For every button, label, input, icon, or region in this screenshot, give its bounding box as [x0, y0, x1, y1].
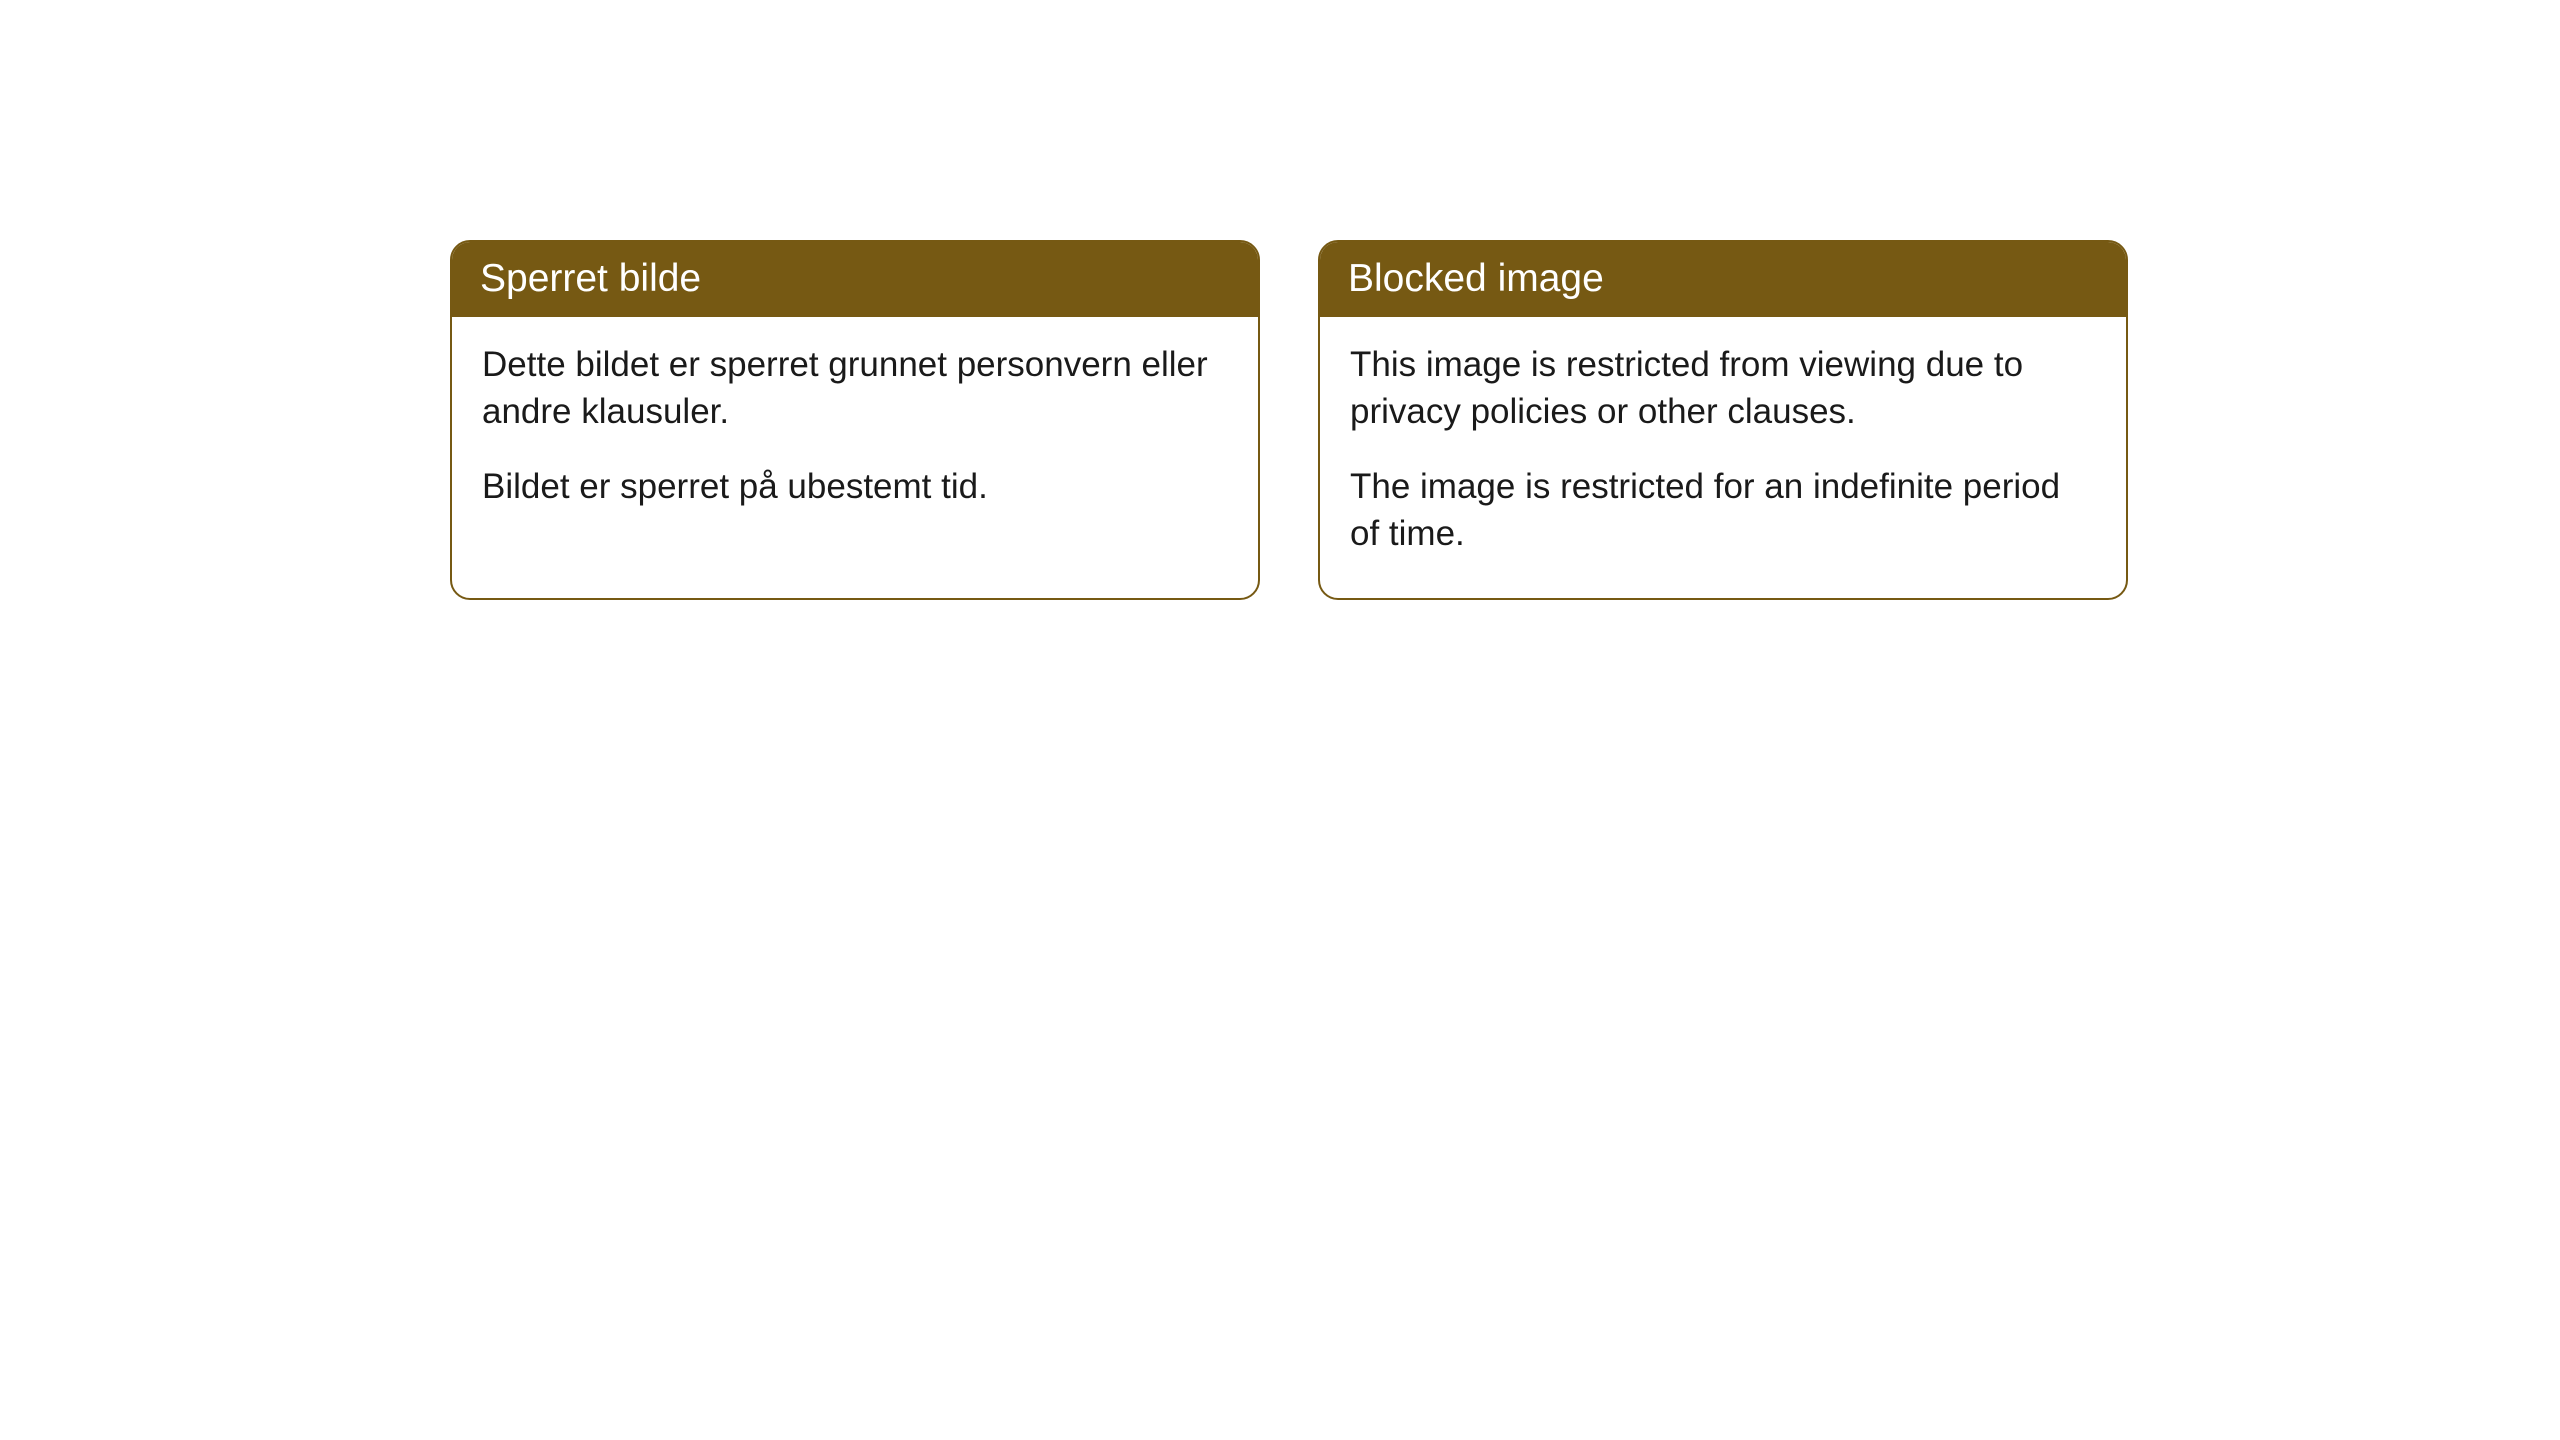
card-header-norwegian: Sperret bilde — [452, 242, 1258, 317]
card-body-english: This image is restricted from viewing du… — [1320, 317, 2126, 598]
card-paragraph: The image is restricted for an indefinit… — [1350, 463, 2096, 558]
info-card-norwegian: Sperret bilde Dette bildet er sperret gr… — [450, 240, 1260, 600]
card-header-english: Blocked image — [1320, 242, 2126, 317]
card-body-norwegian: Dette bildet er sperret grunnet personve… — [452, 317, 1258, 551]
card-paragraph: This image is restricted from viewing du… — [1350, 341, 2096, 436]
card-paragraph: Dette bildet er sperret grunnet personve… — [482, 341, 1228, 436]
info-cards-container: Sperret bilde Dette bildet er sperret gr… — [450, 240, 2128, 600]
info-card-english: Blocked image This image is restricted f… — [1318, 240, 2128, 600]
card-paragraph: Bildet er sperret på ubestemt tid. — [482, 463, 1228, 510]
